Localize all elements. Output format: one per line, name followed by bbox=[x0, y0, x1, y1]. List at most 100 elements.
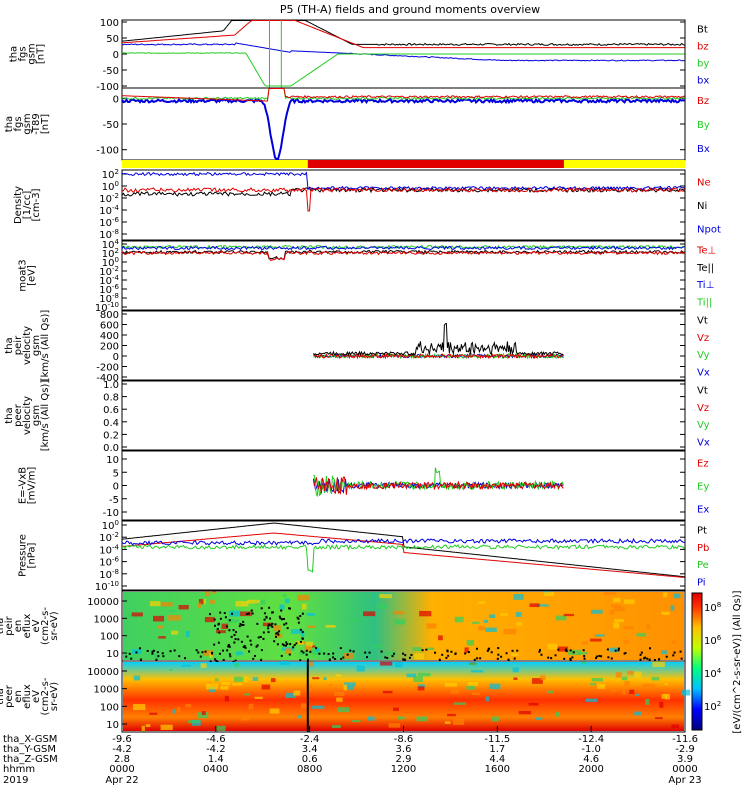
spectrogram-cell bbox=[513, 677, 518, 681]
spectrogram-nodata bbox=[263, 618, 266, 621]
spectrogram-nodata bbox=[476, 657, 479, 660]
spectrogram-nodata bbox=[252, 657, 255, 660]
legend-entry: Vx bbox=[697, 437, 710, 448]
spectrogram-nodata bbox=[318, 652, 321, 655]
spectrogram-cell bbox=[622, 688, 626, 695]
series-Ne bbox=[121, 186, 685, 212]
y-tick-label: 10-6 bbox=[99, 283, 119, 296]
spectrogram-nodata bbox=[267, 631, 270, 634]
spectrogram-cell bbox=[197, 602, 201, 609]
spectrogram-nodata bbox=[242, 646, 245, 649]
spectrogram-cell bbox=[244, 693, 251, 696]
spectrogram-cell bbox=[212, 591, 217, 594]
spectrogram-cell bbox=[477, 601, 486, 604]
spectrogram-cell bbox=[597, 683, 606, 689]
spectrogram-nodata bbox=[219, 611, 222, 614]
spectrogram-nodata bbox=[138, 647, 141, 650]
colorbar-tick-label: 108 bbox=[704, 601, 721, 614]
spectrogram-nodata bbox=[332, 656, 335, 659]
x-tick-label-Y: 3.6 bbox=[396, 744, 412, 755]
legend-entry: Vt bbox=[697, 386, 708, 397]
legend-entry: Npot bbox=[697, 224, 721, 235]
spectrogram-cell bbox=[205, 683, 219, 690]
spectrogram-nodata bbox=[223, 612, 226, 615]
spectrogram-nodata bbox=[438, 658, 441, 661]
spectrogram-nodata bbox=[297, 617, 300, 620]
spectrogram-cell bbox=[681, 689, 691, 696]
spectrogram-nodata bbox=[201, 651, 204, 654]
spectrogram-cell bbox=[489, 614, 496, 619]
spectrogram-cell bbox=[200, 663, 207, 669]
spectrogram-cell bbox=[613, 622, 620, 629]
spectrogram-cell bbox=[603, 592, 617, 596]
spectrogram-cell bbox=[652, 661, 665, 668]
spectrogram-nodata bbox=[271, 622, 274, 625]
mode-segment bbox=[122, 160, 308, 168]
y-axis-label: [nT] bbox=[36, 44, 47, 64]
y-axis-label: gsm bbox=[31, 405, 42, 426]
spectrogram-nodata bbox=[214, 624, 217, 627]
spectrogram-nodata bbox=[265, 615, 268, 618]
legend-entry: Vz bbox=[697, 403, 709, 414]
spectrogram-nodata bbox=[151, 650, 154, 653]
spectrogram-cell bbox=[491, 716, 499, 722]
spectrogram-cell bbox=[578, 651, 588, 655]
spectrogram-nodata bbox=[276, 643, 279, 646]
spectrogram-nodata bbox=[286, 643, 289, 646]
legend-entry: Ex bbox=[697, 505, 709, 516]
x-axis-row-label: tha_Y-GSM bbox=[3, 744, 56, 755]
spectrogram-cell bbox=[394, 661, 403, 668]
spectrogram-nodata bbox=[228, 619, 231, 622]
spectrogram-nodata bbox=[247, 612, 250, 615]
spectrogram-cell bbox=[379, 593, 392, 599]
spectrogram-cell bbox=[312, 645, 316, 648]
spectrogram-nodata bbox=[221, 649, 224, 652]
y-axis-label: E=-VxB bbox=[18, 467, 29, 504]
spectrogram-cell bbox=[293, 690, 301, 696]
spectrogram-cell bbox=[297, 594, 310, 601]
y-tick-label: 10000 bbox=[87, 667, 119, 678]
colorbar-tick-label: 104 bbox=[704, 667, 722, 680]
spectrogram-cell bbox=[623, 639, 629, 644]
spectrogram-cell bbox=[158, 636, 166, 639]
spectrogram-cell bbox=[261, 684, 271, 690]
spectrogram-cell bbox=[471, 692, 481, 696]
spectrogram-cell bbox=[252, 677, 259, 681]
spectrogram-cell bbox=[555, 711, 561, 717]
y-tick-label: 10000 bbox=[87, 597, 119, 608]
y-tick-label: -10 bbox=[103, 508, 119, 519]
spectrogram-nodata bbox=[283, 623, 286, 626]
x-tick-label-Y: -4.2 bbox=[206, 744, 226, 755]
spectrogram-nodata bbox=[513, 657, 516, 660]
spectrogram-nodata bbox=[125, 655, 128, 658]
panel-frame bbox=[121, 520, 686, 591]
spectrogram-cell bbox=[254, 696, 263, 699]
spectrogram-nodata bbox=[538, 650, 541, 653]
y-tick-label: 10-4 bbox=[99, 204, 119, 217]
spectrogram-nodata bbox=[238, 625, 241, 628]
series-by bbox=[121, 52, 685, 87]
spectrogram-cell bbox=[285, 648, 292, 655]
legend-entry: Bz bbox=[697, 96, 709, 107]
spectrogram-nodata bbox=[130, 657, 133, 660]
spectrogram-nodata bbox=[249, 639, 252, 642]
y-tick-label: 0.8 bbox=[103, 393, 119, 404]
spectrogram-cell bbox=[198, 598, 204, 605]
spectrogram-nodata bbox=[232, 660, 235, 663]
y-axis-label: gsm bbox=[31, 335, 42, 356]
spectrogram-nodata bbox=[280, 654, 283, 657]
spectrogram-cell bbox=[234, 676, 244, 682]
spectrogram-cell bbox=[393, 611, 405, 615]
spectrogram-nodata bbox=[327, 653, 330, 656]
series-By bbox=[121, 88, 685, 101]
spectrogram-cell bbox=[181, 664, 191, 667]
spectrogram-cell bbox=[269, 708, 280, 714]
legend-entry: bx bbox=[697, 76, 709, 87]
spectrogram-nodata bbox=[234, 631, 237, 634]
spectrogram-nodata bbox=[260, 607, 263, 610]
spectrogram-nodata bbox=[271, 625, 274, 628]
y-axis-label: moat3 bbox=[18, 259, 29, 291]
y-axis-label: Density bbox=[13, 186, 24, 224]
y-axis-label: eflux bbox=[22, 684, 33, 709]
